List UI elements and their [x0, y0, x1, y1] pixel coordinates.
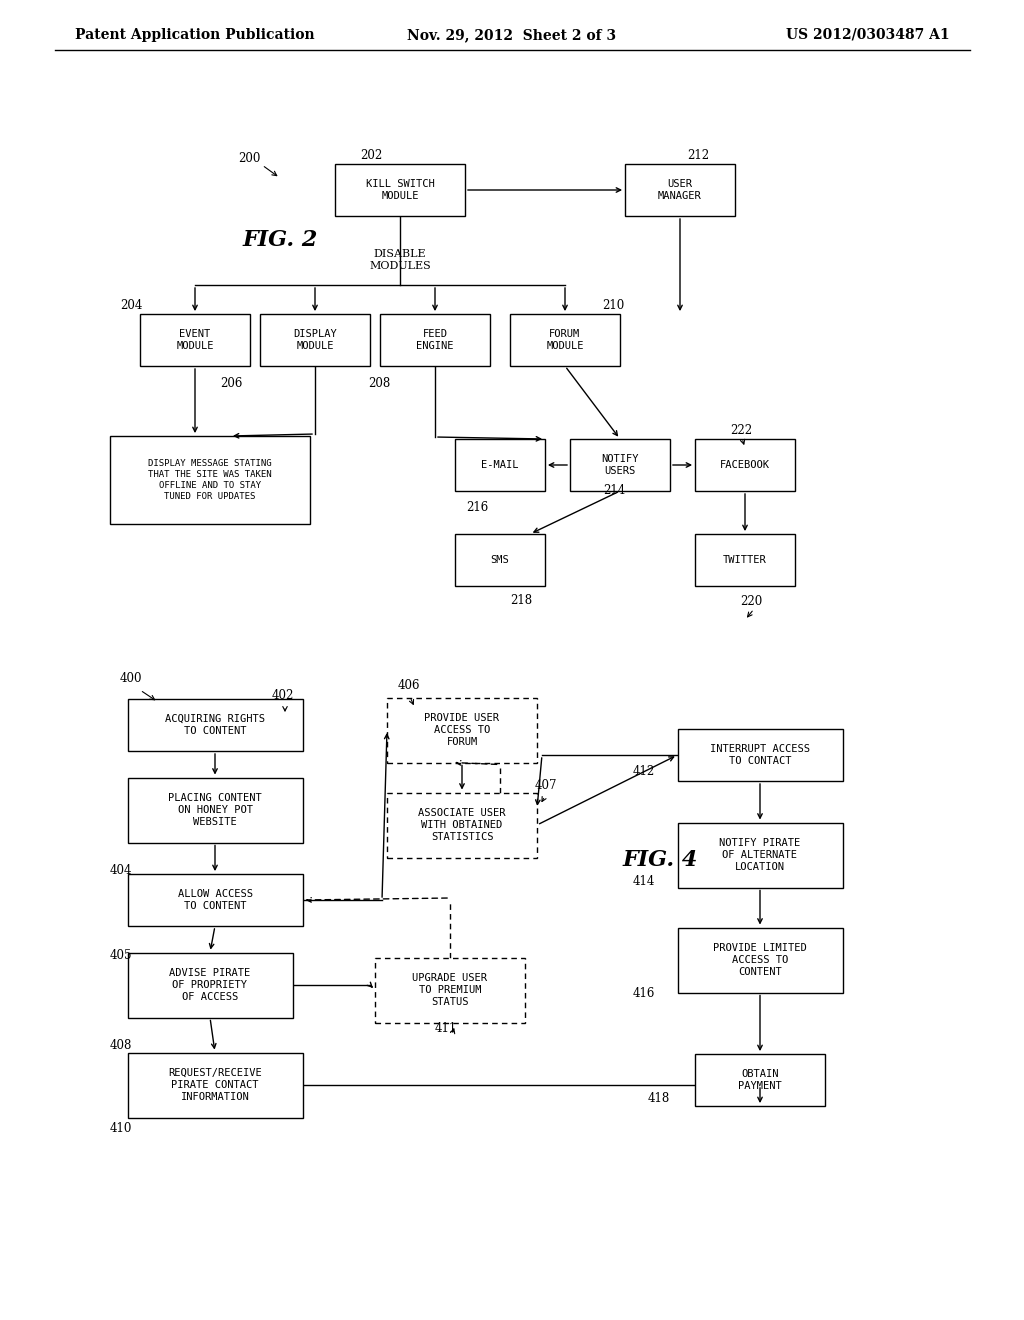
- Text: INTERRUPT ACCESS
TO CONTACT: INTERRUPT ACCESS TO CONTACT: [710, 743, 810, 766]
- Bar: [128, 953, 293, 1018]
- Bar: [678, 822, 843, 887]
- Text: 200: 200: [238, 152, 260, 165]
- Text: 204: 204: [120, 300, 142, 312]
- Bar: [695, 535, 795, 586]
- Text: UPGRADE USER
TO PREMIUM
STATUS: UPGRADE USER TO PREMIUM STATUS: [413, 973, 487, 1007]
- Bar: [128, 1052, 302, 1118]
- Text: ALLOW ACCESS
TO CONTENT: ALLOW ACCESS TO CONTENT: [177, 888, 253, 911]
- Text: ACQUIRING RIGHTS
TO CONTENT: ACQUIRING RIGHTS TO CONTENT: [165, 714, 265, 737]
- Text: 405: 405: [110, 949, 132, 962]
- Text: 410: 410: [110, 1122, 132, 1135]
- Bar: [260, 314, 370, 366]
- Text: 208: 208: [368, 378, 390, 389]
- Text: USER
MANAGER: USER MANAGER: [658, 178, 701, 201]
- Bar: [678, 928, 843, 993]
- Bar: [510, 314, 620, 366]
- Bar: [140, 314, 250, 366]
- Text: 216: 216: [466, 502, 488, 513]
- Bar: [128, 700, 302, 751]
- Text: DISABLE
MODULES: DISABLE MODULES: [369, 249, 431, 271]
- Text: 400: 400: [120, 672, 142, 685]
- Text: TWITTER: TWITTER: [723, 554, 767, 565]
- Bar: [128, 874, 302, 927]
- Bar: [455, 440, 545, 491]
- Text: 418: 418: [648, 1092, 671, 1105]
- Bar: [695, 1053, 825, 1106]
- Text: DISPLAY MESSAGE STATING
THAT THE SITE WAS TAKEN
OFFLINE AND TO STAY
TUNED FOR UP: DISPLAY MESSAGE STATING THAT THE SITE WA…: [148, 459, 271, 502]
- Bar: [375, 957, 525, 1023]
- Text: FIG. 2: FIG. 2: [243, 228, 317, 251]
- Bar: [625, 164, 735, 216]
- Text: 202: 202: [360, 149, 382, 162]
- Bar: [380, 314, 490, 366]
- Text: PROVIDE USER
ACCESS TO
FORUM: PROVIDE USER ACCESS TO FORUM: [425, 713, 500, 747]
- Text: FIG. 4: FIG. 4: [623, 849, 697, 871]
- Bar: [128, 777, 302, 842]
- Text: PROVIDE LIMITED
ACCESS TO
CONTENT: PROVIDE LIMITED ACCESS TO CONTENT: [713, 942, 807, 977]
- Text: 210: 210: [602, 300, 625, 312]
- Bar: [678, 729, 843, 781]
- Text: 206: 206: [220, 378, 243, 389]
- Text: SMS: SMS: [490, 554, 509, 565]
- Text: 408: 408: [110, 1039, 132, 1052]
- Text: 220: 220: [740, 595, 762, 609]
- Text: 416: 416: [633, 987, 655, 1001]
- Text: US 2012/0303487 A1: US 2012/0303487 A1: [786, 28, 950, 42]
- Text: EVENT
MODULE: EVENT MODULE: [176, 329, 214, 351]
- Text: 412: 412: [633, 766, 655, 777]
- Text: FORUM
MODULE: FORUM MODULE: [546, 329, 584, 351]
- Text: FEED
ENGINE: FEED ENGINE: [416, 329, 454, 351]
- Text: 414: 414: [633, 875, 655, 888]
- Text: 222: 222: [730, 424, 752, 437]
- Text: 212: 212: [687, 149, 710, 162]
- Text: Patent Application Publication: Patent Application Publication: [75, 28, 314, 42]
- Bar: [387, 697, 537, 763]
- Text: 218: 218: [510, 594, 532, 607]
- Text: OBTAIN
PAYMENT: OBTAIN PAYMENT: [738, 1069, 782, 1092]
- Text: PLACING CONTENT
ON HONEY POT
WEBSITE: PLACING CONTENT ON HONEY POT WEBSITE: [168, 792, 262, 828]
- Text: ASSOCIATE USER
WITH OBTAINED
STATISTICS: ASSOCIATE USER WITH OBTAINED STATISTICS: [418, 808, 506, 842]
- Bar: [695, 440, 795, 491]
- Text: REQUEST/RECEIVE
PIRATE CONTACT
INFORMATION: REQUEST/RECEIVE PIRATE CONTACT INFORMATI…: [168, 1068, 262, 1102]
- Text: 404: 404: [110, 865, 132, 876]
- Text: KILL SWITCH
MODULE: KILL SWITCH MODULE: [366, 178, 434, 201]
- Bar: [335, 164, 465, 216]
- Text: ADVISE PIRATE
OF PROPRIETY
OF ACCESS: ADVISE PIRATE OF PROPRIETY OF ACCESS: [169, 968, 251, 1002]
- Text: NOTIFY
USERS: NOTIFY USERS: [601, 454, 639, 477]
- Bar: [570, 440, 670, 491]
- Bar: [387, 792, 537, 858]
- Text: Nov. 29, 2012  Sheet 2 of 3: Nov. 29, 2012 Sheet 2 of 3: [408, 28, 616, 42]
- Text: FACEBOOK: FACEBOOK: [720, 459, 770, 470]
- Text: 407: 407: [535, 779, 557, 792]
- Text: DISPLAY
MODULE: DISPLAY MODULE: [293, 329, 337, 351]
- Text: 214: 214: [603, 484, 626, 498]
- Text: E-MAIL: E-MAIL: [481, 459, 519, 470]
- Text: 411: 411: [435, 1022, 458, 1035]
- Text: 406: 406: [398, 678, 421, 692]
- Text: NOTIFY PIRATE
OF ALTERNATE
LOCATION: NOTIFY PIRATE OF ALTERNATE LOCATION: [720, 838, 801, 873]
- Bar: [455, 535, 545, 586]
- Text: 402: 402: [272, 689, 294, 702]
- Bar: [110, 436, 310, 524]
